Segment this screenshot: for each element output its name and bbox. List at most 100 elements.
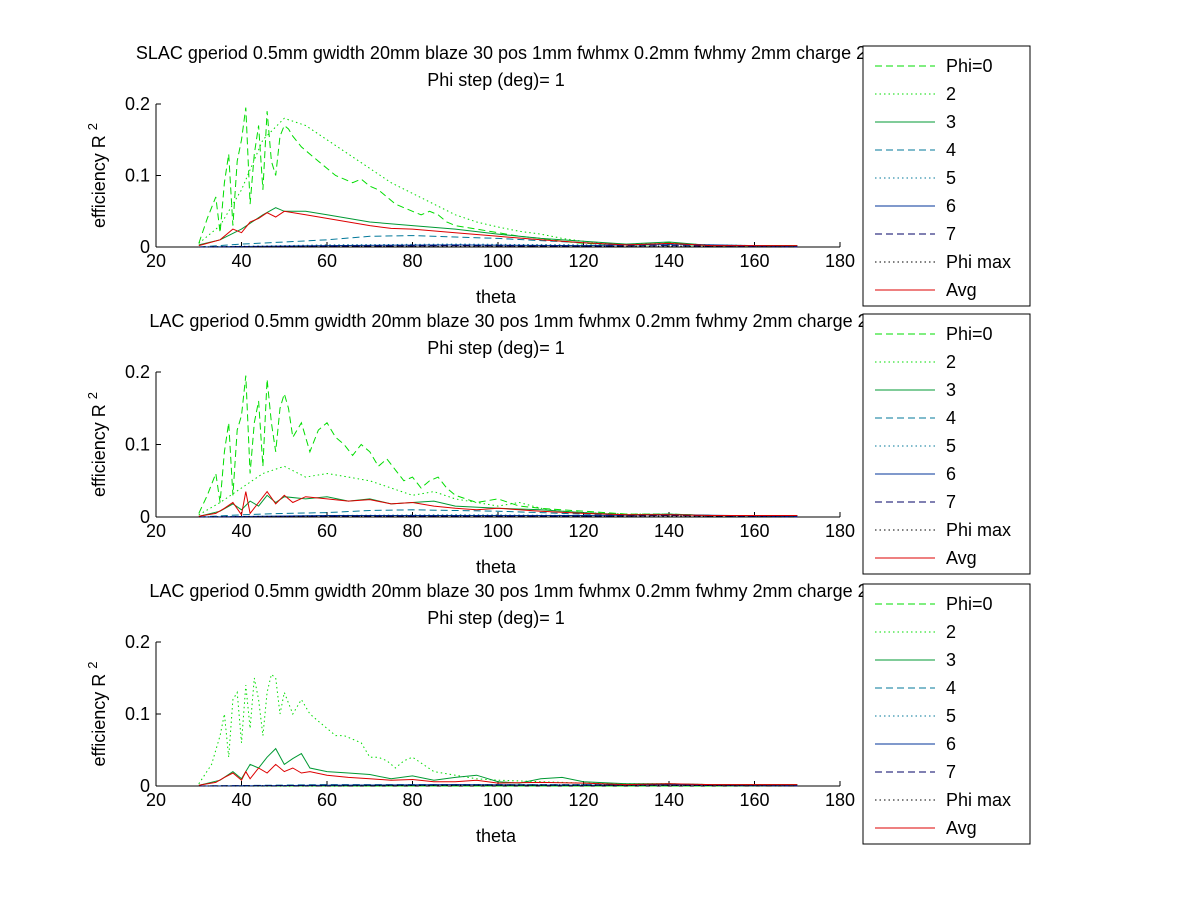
- legend-label: Phi max: [946, 252, 1011, 272]
- x-tick-label: 20: [146, 521, 166, 541]
- legend-label: 5: [946, 436, 956, 456]
- legend: Phi=0 2 3 4 5 6 7 Phi max Avg: [862, 45, 1031, 307]
- x-tick-label: 140: [654, 521, 684, 541]
- legend-label: 7: [946, 762, 956, 782]
- y-tick-label: 0: [140, 507, 150, 527]
- legend-label: 5: [946, 706, 956, 726]
- legend-box: [862, 313, 1031, 575]
- y-tick-label: 0: [140, 237, 150, 257]
- legend-label: 3: [946, 380, 956, 400]
- legend-label: 4: [946, 408, 956, 428]
- chart-panel-3: LAC gperiod 0.5mm gwidth 20mm blaze 30 p…: [85, 581, 1031, 846]
- series-line-9: [198, 490, 798, 517]
- series-line-5: [198, 243, 798, 248]
- legend-label: 7: [946, 224, 956, 244]
- legend-label: Avg: [946, 818, 977, 838]
- x-tick-label: 20: [146, 790, 166, 810]
- y-axis-label-text: efficiency R: [89, 669, 109, 767]
- legend: Phi=0 2 3 4 5 6 7 Phi max Avg: [862, 583, 1031, 845]
- y-axis-label-text: efficiency R: [89, 130, 109, 228]
- y-tick-label: 0.2: [125, 94, 150, 114]
- chart-subtitle: Phi step (deg)= 1: [427, 608, 565, 628]
- x-tick-label: 160: [739, 521, 769, 541]
- legend-label: Phi max: [946, 790, 1011, 810]
- x-tick-label: 80: [402, 251, 422, 271]
- legend-label: 4: [946, 140, 956, 160]
- series-line-1: [198, 375, 798, 516]
- legend-label: Phi=0: [946, 56, 993, 76]
- legend: Phi=0 2 3 4 5 6 7 Phi max Avg: [862, 313, 1031, 575]
- x-tick-label: 140: [654, 251, 684, 271]
- x-tick-label: 180: [825, 521, 855, 541]
- legend-label: 6: [946, 196, 956, 216]
- x-tick-label: 40: [231, 521, 251, 541]
- series-line-2: [198, 465, 798, 516]
- x-tick-label: 40: [231, 790, 251, 810]
- x-axis-label: theta: [476, 557, 517, 577]
- x-axis-label: theta: [476, 826, 517, 846]
- series-line-3: [198, 747, 798, 786]
- legend-label: 4: [946, 678, 956, 698]
- legend-label: 6: [946, 464, 956, 484]
- legend-label: 2: [946, 352, 956, 372]
- y-axis-label: efficiency R 2: [85, 123, 109, 228]
- x-tick-label: 140: [654, 790, 684, 810]
- x-tick-label: 20: [146, 251, 166, 271]
- y-axis-label-superscript: 2: [85, 392, 100, 399]
- x-tick-label: 60: [317, 790, 337, 810]
- y-tick-label: 0.1: [125, 435, 150, 455]
- legend-label: Avg: [946, 280, 977, 300]
- legend-label: 3: [946, 650, 956, 670]
- x-axis-label: theta: [476, 287, 517, 307]
- legend-label: Phi max: [946, 520, 1011, 540]
- chart-title: SLAC gperiod 0.5mm gwidth 20mm blaze 30 …: [136, 43, 960, 63]
- legend-label: 5: [946, 168, 956, 188]
- x-tick-label: 60: [317, 521, 337, 541]
- chart-subtitle: Phi step (deg)= 1: [427, 338, 565, 358]
- series-line-8: [198, 784, 798, 787]
- series-line-9: [198, 763, 798, 786]
- series-line-8: [198, 515, 798, 518]
- legend-box: [862, 45, 1031, 307]
- legend-label: 2: [946, 84, 956, 104]
- x-tick-label: 80: [402, 521, 422, 541]
- x-tick-label: 180: [825, 251, 855, 271]
- chart-title: LAC gperiod 0.5mm gwidth 20mm blaze 30 p…: [149, 581, 946, 601]
- x-tick-label: 100: [483, 251, 513, 271]
- y-axis-label: efficiency R 2: [85, 662, 109, 767]
- y-tick-label: 0.1: [125, 704, 150, 724]
- x-tick-label: 80: [402, 790, 422, 810]
- legend-label: 3: [946, 112, 956, 132]
- legend-label: Phi=0: [946, 594, 993, 614]
- legend-box: [862, 583, 1031, 845]
- x-tick-label: 60: [317, 251, 337, 271]
- legend-label: 2: [946, 622, 956, 642]
- x-tick-label: 180: [825, 790, 855, 810]
- y-tick-label: 0.2: [125, 632, 150, 652]
- series-line-9: [198, 210, 798, 247]
- y-tick-label: 0: [140, 776, 150, 796]
- chart-panel-1: SLAC gperiod 0.5mm gwidth 20mm blaze 30 …: [85, 43, 1031, 307]
- x-tick-label: 40: [231, 251, 251, 271]
- legend-label: 7: [946, 492, 956, 512]
- x-tick-label: 100: [483, 790, 513, 810]
- y-tick-label: 0.1: [125, 166, 150, 186]
- y-tick-label: 0.2: [125, 362, 150, 382]
- y-axis-label: efficiency R 2: [85, 392, 109, 497]
- x-tick-label: 160: [739, 790, 769, 810]
- legend-label: Avg: [946, 548, 977, 568]
- x-tick-label: 120: [568, 251, 598, 271]
- series-line-8: [198, 245, 798, 248]
- legend-label: 6: [946, 734, 956, 754]
- y-axis-label-superscript: 2: [85, 123, 100, 130]
- x-tick-label: 120: [568, 521, 598, 541]
- series-line-2: [198, 673, 798, 786]
- chart-title: LAC gperiod 0.5mm gwidth 20mm blaze 30 p…: [149, 311, 946, 331]
- x-tick-label: 100: [483, 521, 513, 541]
- y-axis-label-text: efficiency R: [89, 399, 109, 497]
- y-axis-label-superscript: 2: [85, 662, 100, 669]
- legend-label: Phi=0: [946, 324, 993, 344]
- chart-subtitle: Phi step (deg)= 1: [427, 70, 565, 90]
- x-tick-label: 120: [568, 790, 598, 810]
